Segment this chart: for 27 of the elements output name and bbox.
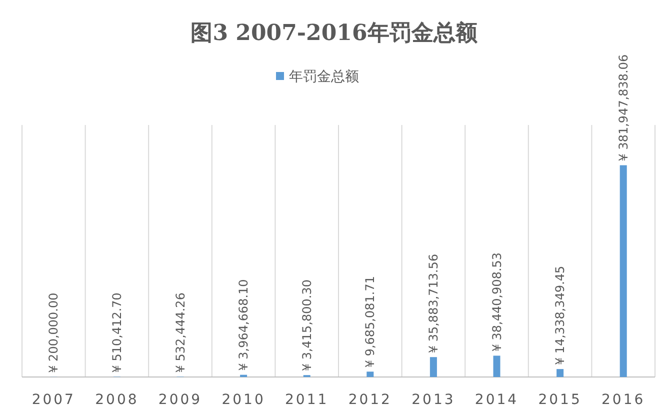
bar [430,357,437,377]
data-label: ¥ 532,444.26 [173,292,188,373]
bar [556,369,564,377]
data-label: ¥ 510,412.70 [110,292,124,373]
bar [493,356,500,377]
bar [620,165,627,377]
data-label: ¥ 3,964,668.10 [236,279,251,371]
x-tick-label: 2007 [32,392,76,408]
bar [366,372,374,377]
x-tick-label: 2009 [158,392,202,408]
data-label: ¥ 35,883,713.56 [426,254,440,354]
x-tick-label: 2015 [538,392,582,408]
x-tick-label: 2013 [412,392,456,408]
x-tick-label: 2010 [222,392,266,408]
x-tick-label: 2008 [95,392,139,408]
data-label: ¥ 381,947,838.06 [616,54,630,162]
data-label: ¥ 14,338,349.45 [553,266,568,366]
data-label: ¥ 200,000.00 [46,292,61,373]
x-tick-label: 2016 [602,392,646,408]
x-tick-label: 2012 [348,392,392,408]
data-label: ¥ 3,415,800.30 [300,279,314,372]
x-tick-label: 2011 [285,392,329,408]
legend-label: 年罚金总额 [289,69,359,85]
data-label: ¥ 9,685,081.71 [363,276,378,368]
x-tick-label: 2014 [474,392,519,408]
data-label: ¥ 38,440,908.53 [490,252,504,352]
chart-title: 图3 2007-2016年罚金总额 [190,20,478,46]
